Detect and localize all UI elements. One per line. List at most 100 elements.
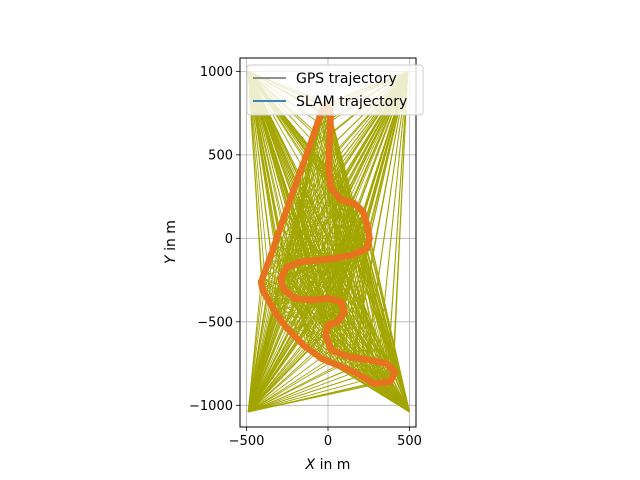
correspondence-line [247, 71, 377, 362]
correspondence-line [332, 323, 410, 413]
y-tick-label: 500 [208, 148, 233, 163]
y-tick-label: 0 [225, 232, 233, 247]
correspondence-line [330, 118, 396, 372]
trajectory-marker [278, 218, 286, 226]
correspondence-line [247, 323, 284, 413]
trajectory-marker [314, 119, 322, 126]
trajectory-marker [308, 135, 316, 143]
correspondence-line [281, 102, 327, 283]
correspondence-line [248, 383, 374, 413]
y-tick-label: 1000 [200, 65, 233, 80]
correspondence-line [331, 189, 343, 367]
x-axis-label: X in m [305, 457, 351, 473]
correspondence-line [247, 349, 332, 413]
correspondence-line [391, 71, 409, 377]
x-tick-label: −500 [229, 434, 265, 449]
correspondence-line [247, 71, 368, 380]
correspondence-line [291, 193, 318, 261]
correspondence-line [328, 172, 360, 375]
trajectory-marker [273, 234, 281, 242]
correspondence-line [280, 105, 326, 280]
trajectory-markers [257, 99, 399, 387]
correspondence-line [328, 163, 370, 381]
correspondence-line [303, 205, 358, 346]
correspondence-line [247, 333, 294, 413]
trajectory-marker [287, 193, 295, 201]
trajectory-marker [294, 174, 302, 182]
correspondence-line [292, 136, 314, 265]
correspondence-line [316, 201, 350, 356]
trajectory-marker [301, 154, 309, 162]
trajectory-marker [283, 205, 291, 213]
correspondence-line [296, 144, 311, 264]
correspondence-line [247, 353, 316, 413]
trajectory-marker [292, 181, 299, 189]
axis-ticks: −500 0 500 −1000 −500 0 500 1000 [189, 65, 422, 449]
trajectory-marker [289, 187, 297, 195]
trajectory-marker [277, 223, 284, 231]
trajectory-marker [312, 124, 320, 132]
correspondence-line [329, 133, 392, 380]
trajectory-marker [296, 168, 304, 175]
correspondence-line [288, 203, 322, 260]
correspondence-line [329, 138, 391, 383]
correspondence-line [367, 243, 410, 413]
y-tick-label: −1000 [189, 399, 233, 414]
correspondence-line [290, 212, 364, 333]
legend-label-gps: GPS trajectory [296, 71, 397, 87]
correspondence-line [282, 221, 330, 260]
correspondence-line [247, 298, 329, 413]
trajectory-marker [304, 148, 312, 155]
correspondence-line [285, 212, 326, 260]
correspondence-line [247, 344, 304, 413]
legend-label-slam: SLAM trajectory [296, 94, 407, 110]
legend: GPS trajectory SLAM trajectory [246, 64, 424, 116]
x-tick-label: 500 [397, 434, 422, 449]
trajectory-marker [310, 130, 318, 138]
y-axis-label: Y in m [163, 220, 179, 264]
correspondence-line [375, 71, 409, 384]
correspondence-line [272, 249, 331, 325]
correspondence-line [329, 197, 340, 362]
correspondence-line [281, 222, 367, 322]
correspondence-line [247, 360, 328, 413]
correspondence-line [314, 130, 350, 357]
x-tick-label: 0 [324, 434, 332, 449]
trajectory-marker [299, 161, 307, 169]
y-tick-label: −500 [197, 315, 233, 330]
trajectory-marker [306, 141, 314, 149]
correspondence-line [248, 375, 361, 413]
correspondence-line [278, 225, 368, 318]
trajectory-marker [267, 251, 275, 259]
correspondence-line [247, 369, 349, 413]
correspondence-line [300, 154, 307, 263]
correspondence-line [299, 207, 360, 342]
trajectory-marker [269, 246, 277, 253]
correspondence-line [286, 215, 365, 329]
correspondence-line [247, 221, 283, 413]
correspondence-line [283, 289, 332, 363]
legend-box [246, 64, 424, 116]
correspondence-line [328, 148, 383, 383]
correspondence-line [329, 143, 387, 383]
correspondence-line [329, 177, 355, 372]
correspondence-line [304, 158, 337, 352]
correspondence-line [293, 187, 329, 343]
correspondence-line [247, 281, 262, 413]
correspondence-line [284, 219, 366, 325]
trajectory-marker [271, 240, 279, 248]
correspondence-line [295, 210, 362, 338]
correspondence-line [312, 202, 353, 352]
trajectory-marker [275, 229, 282, 237]
correspondence-line [247, 292, 289, 413]
correspondence-line [286, 291, 328, 361]
correspondence-line [333, 195, 338, 364]
trajectory-marker [285, 199, 293, 207]
correspondence-line [279, 229, 334, 259]
correspondence-line [247, 364, 338, 413]
trajectory-marker [281, 212, 288, 219]
correspondence-line [386, 71, 409, 383]
correspondence-line [307, 203, 356, 349]
correspondence-line [334, 192, 339, 366]
